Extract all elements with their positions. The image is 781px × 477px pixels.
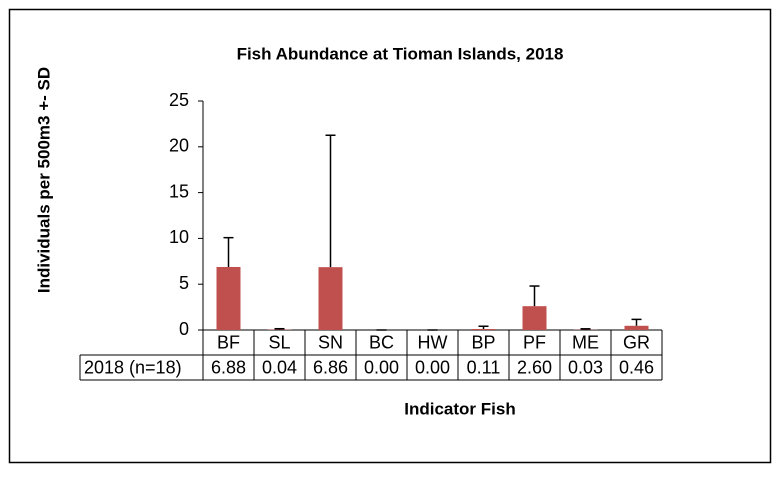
value-label: 0.04 — [262, 357, 297, 377]
x-tick-label: ME — [572, 332, 599, 352]
x-tick-label: BP — [471, 332, 495, 352]
bar — [319, 267, 343, 330]
legend-label: 2018 (n=18) — [84, 357, 182, 377]
value-label: 0.46 — [619, 357, 654, 377]
y-tick-label: 0 — [179, 319, 189, 339]
x-tick-label: BF — [217, 332, 240, 352]
x-tick-label: SN — [318, 332, 343, 352]
x-tick-label: HW — [418, 332, 448, 352]
bar — [472, 329, 496, 330]
chart-title: Fish Abundance at Tioman Islands, 2018 — [237, 44, 564, 63]
value-label: 6.86 — [313, 357, 348, 377]
value-label: 0.11 — [467, 357, 501, 377]
bar — [625, 326, 649, 330]
x-tick-label: SL — [268, 332, 290, 352]
value-label: 2.60 — [517, 357, 552, 377]
x-tick-label: GR — [623, 332, 650, 352]
y-tick-label: 20 — [169, 136, 189, 156]
x-axis-label: Indicator Fish — [404, 399, 515, 418]
value-label: 0.00 — [415, 357, 450, 377]
value-label: 0.03 — [568, 357, 603, 377]
bar — [523, 306, 547, 330]
value-label: 6.88 — [211, 357, 246, 377]
bar — [217, 267, 241, 330]
y-tick-label: 15 — [169, 181, 189, 201]
value-label: 0.00 — [364, 357, 399, 377]
y-axis-label: Individuals per 500m3 +- SD — [34, 67, 53, 293]
y-tick-label: 25 — [169, 90, 189, 110]
x-tick-label: BC — [369, 332, 394, 352]
x-tick-label: PF — [523, 332, 546, 352]
y-tick-label: 5 — [179, 273, 189, 293]
chart-frame — [10, 10, 771, 463]
y-tick-label: 10 — [169, 227, 189, 247]
